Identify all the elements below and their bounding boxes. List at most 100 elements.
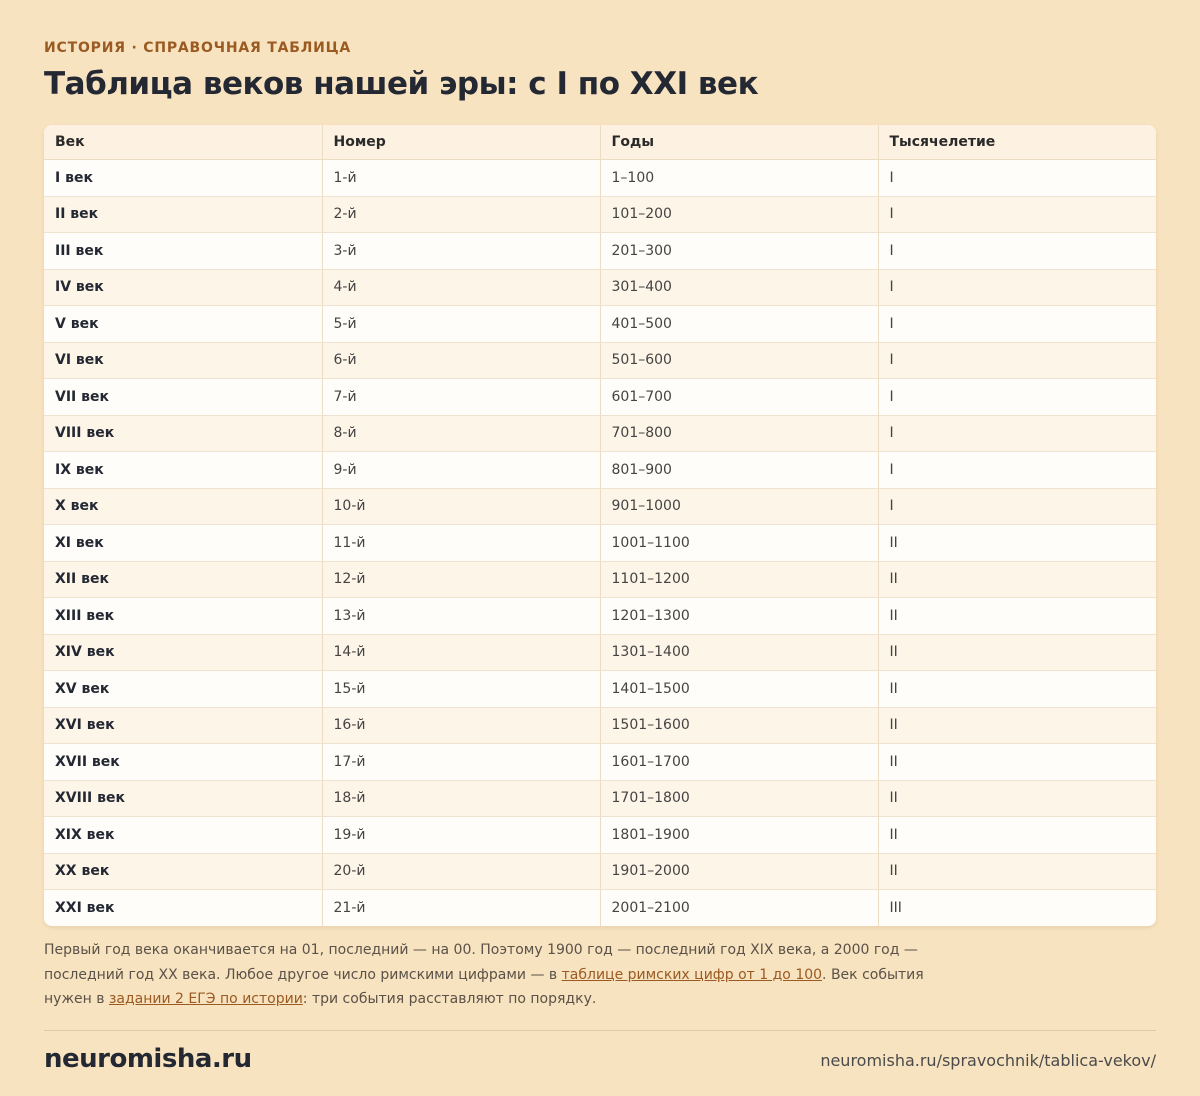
table-cell: I	[878, 232, 1156, 270]
page-url: neuromisha.ru/spravochnik/tablica-vekov/	[820, 1051, 1156, 1070]
table-row: X век 10-й 901–1000 I	[44, 488, 1156, 525]
table-row: III век 3-й 201–300 I	[44, 232, 1156, 270]
table-cell: XI век	[44, 524, 323, 562]
table-row: XV век 15-й 1401–1500 II	[44, 670, 1156, 708]
table-cell: 6-й	[322, 342, 601, 379]
table-cell: II	[878, 707, 1156, 744]
table-row: V век 5-й 401–500 I	[44, 305, 1156, 343]
table-row: XX век 20-й 1901–2000 II	[44, 853, 1156, 890]
table-cell: IX век	[44, 451, 323, 489]
table-cell: 401–500	[600, 305, 879, 343]
table-cell: II	[878, 853, 1156, 890]
table-cell: I	[878, 342, 1156, 379]
table-cell: 17-й	[322, 743, 601, 781]
note-link[interactable]: задании 2 ЕГЭ по истории	[108, 991, 303, 1007]
note-text: : три события расставляют по порядку.	[302, 991, 597, 1007]
table-cell: I	[878, 488, 1156, 525]
table-cell: XVI век	[44, 707, 323, 744]
table-cell: 301–400	[600, 269, 879, 306]
table-cell: IV век	[44, 269, 323, 306]
table-cell: 18-й	[322, 780, 601, 817]
brand: neuromisha.ru	[44, 1044, 252, 1074]
table-cell: I	[878, 269, 1156, 306]
table-cell: 1501–1600	[600, 707, 879, 744]
table-cell: 14-й	[322, 634, 601, 671]
table-cell: 1601–1700	[600, 743, 879, 781]
table-cell: I	[878, 378, 1156, 416]
table-cell: 11-й	[322, 524, 601, 562]
table-cell: II	[878, 597, 1156, 635]
table-cell: 101–200	[600, 196, 879, 233]
table-cell: 8-й	[322, 415, 601, 452]
table-cell: III	[878, 889, 1156, 926]
page-title: Таблица веков нашей эры: с I по XXI век	[44, 66, 759, 102]
table-cell: 1001–1100	[600, 524, 879, 562]
table-cell: 15-й	[322, 670, 601, 708]
table-cell: 3-й	[322, 232, 601, 270]
table-cell: 901–1000	[600, 488, 879, 525]
table-cell: II	[878, 780, 1156, 817]
table-head: Век Номер Годы Тысячелетие	[44, 125, 1156, 160]
table-row: XIII век 13-й 1201–1300 II	[44, 597, 1156, 635]
table-cell: 5-й	[322, 305, 601, 343]
table-cell: I	[878, 451, 1156, 489]
table-cell: I	[878, 415, 1156, 452]
table-row: VIII век 8-й 701–800 I	[44, 415, 1156, 452]
note-text: Первый год века оканчивается на 01, посл…	[44, 942, 918, 983]
divider	[44, 1030, 1156, 1031]
table-cell: VII век	[44, 378, 323, 416]
table-cell: II	[878, 524, 1156, 562]
table-row: XXI век 21-й 2001–2100 III	[44, 889, 1156, 926]
table-cell: 1801–1900	[600, 816, 879, 854]
table-cell: XX век	[44, 853, 323, 890]
table-row: XII век 12-й 1101–1200 II	[44, 561, 1156, 598]
table-cell: II	[878, 816, 1156, 854]
table-cell: I	[878, 196, 1156, 233]
table-cell: 20-й	[322, 853, 601, 890]
table-cell: II век	[44, 196, 323, 233]
table-cell: II	[878, 561, 1156, 598]
table-cell: 1–100	[600, 159, 879, 197]
column-header: Годы	[600, 125, 879, 160]
table-row: XIX век 19-й 1801–1900 II	[44, 816, 1156, 854]
table-cell: II	[878, 743, 1156, 781]
table-cell: XII век	[44, 561, 323, 598]
table-cell: 9-й	[322, 451, 601, 489]
table-cell: I век	[44, 159, 323, 197]
table-cell: XVII век	[44, 743, 323, 781]
table-cell: 13-й	[322, 597, 601, 635]
table-cell: XIV век	[44, 634, 323, 671]
note-link[interactable]: таблице римских цифр от 1 до 100	[561, 966, 823, 983]
table-cell: XV век	[44, 670, 323, 708]
table-cell: XVIII век	[44, 780, 323, 817]
table-row: XIV век 14-й 1301–1400 II	[44, 634, 1156, 671]
table-cell: 1701–1800	[600, 780, 879, 817]
header-row: Век Номер Годы Тысячелетие	[44, 125, 1156, 160]
table-cell: XIII век	[44, 597, 323, 635]
table-cell: 701–800	[600, 415, 879, 452]
table-cell: I	[878, 159, 1156, 197]
table-cell: 21-й	[322, 889, 601, 926]
table-cell: III век	[44, 232, 323, 270]
table-cell: II	[878, 670, 1156, 708]
table-cell: 19-й	[322, 816, 601, 854]
table-row: IV век 4-й 301–400 I	[44, 269, 1156, 306]
table-cell: VIII век	[44, 415, 323, 452]
table-cell: 2001–2100	[600, 889, 879, 926]
table-body: I век 1-й 1–100 I II век 2-й 101–200 I III век 3-…	[44, 159, 1156, 926]
table-cell: 4-й	[322, 269, 601, 306]
table-cell: 1301–1400	[600, 634, 879, 671]
table-row: XI век 11-й 1001–1100 II	[44, 524, 1156, 562]
table-row: XVII век 17-й 1601–1700 II	[44, 743, 1156, 781]
table-cell: X век	[44, 488, 323, 525]
table-row: II век 2-й 101–200 I	[44, 196, 1156, 233]
table-cell: 10-й	[322, 488, 601, 525]
table-cell: V век	[44, 305, 323, 343]
column-header: Век	[44, 125, 323, 160]
table-cell: XXI век	[44, 889, 323, 926]
centuries-table: Век Номер Годы Тысячелетие I век 1-й 1–100 I II…	[44, 125, 1156, 926]
table-cell: VI век	[44, 342, 323, 379]
table-cell: 601–700	[600, 378, 879, 416]
column-header: Номер	[322, 125, 601, 160]
